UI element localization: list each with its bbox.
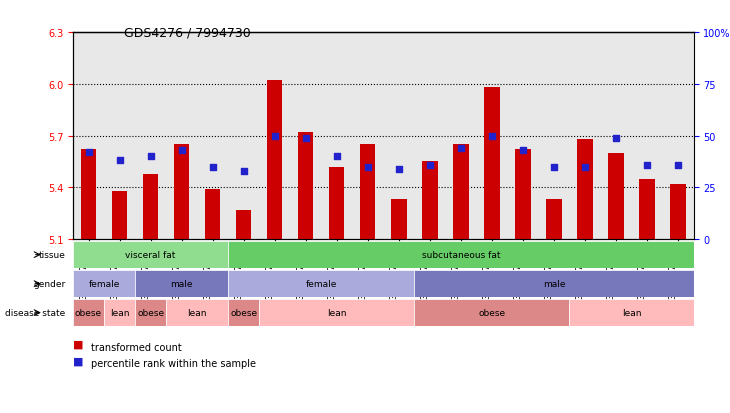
Text: ■: ■ — [73, 339, 83, 349]
Point — [238, 168, 250, 175]
Text: lean: lean — [327, 309, 347, 317]
FancyBboxPatch shape — [73, 299, 104, 326]
FancyBboxPatch shape — [415, 271, 694, 297]
FancyBboxPatch shape — [228, 271, 415, 297]
Point — [82, 150, 94, 156]
FancyBboxPatch shape — [259, 299, 415, 326]
FancyBboxPatch shape — [73, 271, 135, 297]
Point — [641, 162, 653, 169]
Point — [207, 164, 218, 171]
Bar — [112, 191, 127, 240]
FancyBboxPatch shape — [73, 242, 228, 268]
Point — [176, 147, 188, 154]
Point — [145, 154, 156, 160]
Point — [579, 164, 591, 171]
Bar — [329, 167, 345, 240]
Bar — [360, 145, 375, 240]
Bar — [174, 145, 189, 240]
Text: lean: lean — [622, 309, 641, 317]
Text: female: female — [88, 280, 120, 288]
Point — [610, 135, 622, 142]
Point — [331, 154, 342, 160]
Bar — [577, 140, 593, 240]
FancyBboxPatch shape — [228, 242, 694, 268]
Bar — [546, 200, 561, 240]
Text: lean: lean — [188, 309, 207, 317]
Text: gender: gender — [34, 280, 66, 288]
Text: male: male — [170, 280, 193, 288]
FancyBboxPatch shape — [104, 299, 135, 326]
Bar — [267, 81, 283, 240]
Point — [486, 133, 498, 140]
Text: obese: obese — [478, 309, 505, 317]
Text: obese: obese — [137, 309, 164, 317]
Text: disease state: disease state — [5, 309, 66, 317]
Text: percentile rank within the sample: percentile rank within the sample — [91, 358, 256, 368]
Text: tissue: tissue — [39, 251, 66, 259]
Point — [114, 158, 126, 164]
Text: ■: ■ — [73, 356, 83, 366]
Point — [362, 164, 374, 171]
Bar — [143, 174, 158, 240]
Bar — [205, 190, 220, 240]
Text: GDS4276 / 7994730: GDS4276 / 7994730 — [124, 27, 251, 40]
Text: female: female — [306, 280, 337, 288]
Bar — [298, 133, 313, 240]
Text: visceral fat: visceral fat — [126, 251, 176, 259]
Point — [424, 162, 436, 169]
Bar — [608, 154, 623, 240]
Point — [269, 133, 280, 140]
FancyBboxPatch shape — [135, 299, 166, 326]
Text: obese: obese — [230, 309, 257, 317]
Point — [393, 166, 404, 173]
Point — [548, 164, 560, 171]
Bar — [422, 162, 437, 240]
Bar — [515, 150, 531, 240]
Text: transformed count: transformed count — [91, 342, 182, 352]
FancyBboxPatch shape — [569, 299, 693, 326]
Point — [517, 147, 529, 154]
Text: obese: obese — [75, 309, 102, 317]
FancyBboxPatch shape — [135, 271, 228, 297]
Bar — [453, 145, 469, 240]
Point — [300, 135, 312, 142]
Bar — [236, 210, 251, 240]
Bar — [639, 179, 655, 240]
Point — [672, 162, 684, 169]
Point — [455, 145, 466, 152]
Bar — [670, 185, 685, 240]
Bar — [81, 150, 96, 240]
Bar — [484, 88, 499, 240]
FancyBboxPatch shape — [166, 299, 228, 326]
FancyBboxPatch shape — [228, 299, 259, 326]
Text: subcutaneous fat: subcutaneous fat — [421, 251, 500, 259]
FancyBboxPatch shape — [415, 299, 569, 326]
Text: lean: lean — [110, 309, 129, 317]
Text: male: male — [542, 280, 565, 288]
Bar — [391, 200, 407, 240]
